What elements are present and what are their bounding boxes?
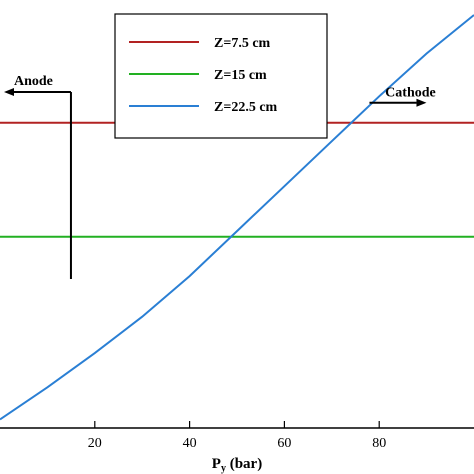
- legend-label-1: Z=7.5 cm: [214, 36, 271, 51]
- annotations: Anode Cathode: [4, 74, 436, 280]
- x-tick-label: 60: [277, 436, 291, 451]
- x-tick-label: 40: [183, 436, 197, 451]
- x-tick-label: 80: [372, 436, 386, 451]
- x-axis-title: Py (bar): [212, 456, 262, 474]
- x-axis-title-unit: (bar): [226, 456, 262, 472]
- x-axis-title-main: P: [212, 456, 221, 472]
- anode-label: Anode: [14, 74, 53, 89]
- legend-label-2: Z=15 cm: [214, 68, 267, 83]
- series-line-3: [0, 14, 474, 421]
- x-axis-title-sub: y: [221, 463, 226, 474]
- cathode-label: Cathode: [385, 86, 436, 101]
- x-tick-label: 20: [88, 436, 102, 451]
- legend-box: [114, 13, 328, 139]
- x-axis-ticks: 20 40 60 80: [88, 421, 386, 451]
- cathode-arrow-head: [416, 98, 427, 107]
- legend: Z=7.5 cm Z=15 cm Z=22.5 cm: [114, 13, 328, 139]
- anode-arrow-head: [4, 88, 14, 97]
- legend-label-3: Z=22.5 cm: [214, 100, 278, 115]
